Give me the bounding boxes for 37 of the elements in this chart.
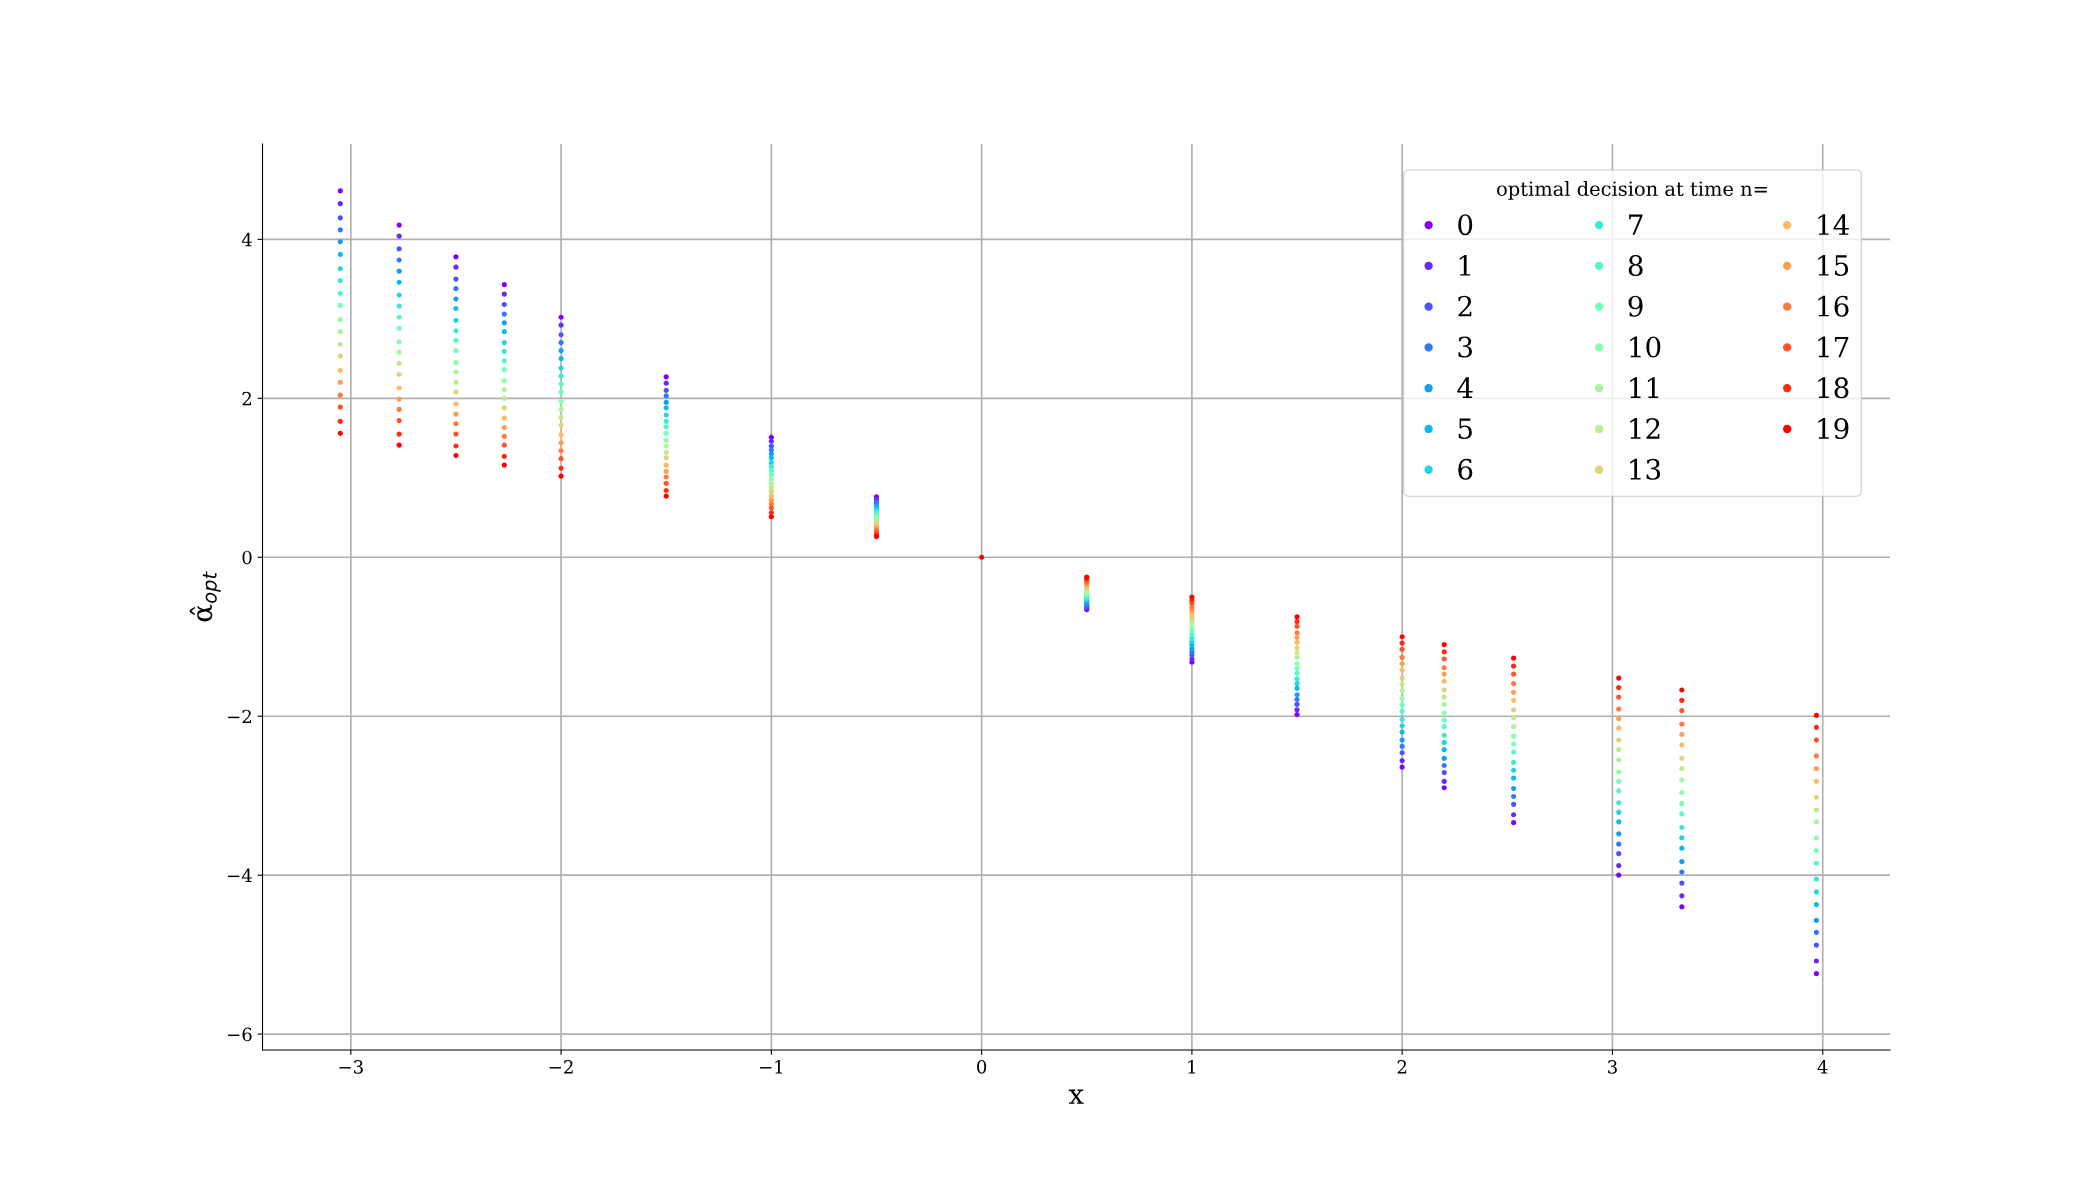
- legend-label: 8: [1628, 254, 1643, 276]
- legend-label: 17: [1818, 336, 1849, 358]
- x-tick-label: 4: [1817, 1060, 1828, 1074]
- y-axis-title: α̂$_{opt}$: [189, 571, 221, 622]
- legend-label: 6: [1458, 458, 1473, 480]
- y-tick-label: −6: [228, 1027, 252, 1042]
- y-tick-label: 4: [241, 232, 252, 247]
- legend-label: 19: [1818, 418, 1849, 440]
- legend-label: 11: [1630, 377, 1659, 398]
- legend-label: 14: [1818, 214, 1849, 235]
- x-tick-label: −3: [339, 1060, 363, 1074]
- x-tick-label: 0: [977, 1060, 987, 1074]
- legend-label: 5: [1458, 418, 1472, 440]
- legend-label: 0: [1458, 214, 1473, 236]
- y-tick-label: 2: [242, 391, 252, 406]
- legend-label: 7: [1629, 214, 1643, 235]
- y-tick-label: 0: [242, 550, 252, 565]
- legend-label: 16: [1818, 295, 1849, 317]
- x-axis-title: x: [1068, 1089, 1084, 1104]
- legend-label: 1: [1459, 254, 1471, 276]
- x-tick-label: 3: [1608, 1060, 1617, 1074]
- legend-label: 15: [1818, 254, 1849, 276]
- y-tick-label: −4: [228, 868, 252, 883]
- legend-title: optimal decision at time n=: [1497, 181, 1767, 200]
- x-tick-label: −2: [549, 1060, 573, 1074]
- legend-label: 9: [1628, 295, 1643, 317]
- x-tick-label: −1: [759, 1060, 783, 1074]
- legend-label: 3: [1458, 336, 1472, 358]
- legend-label: 18: [1818, 377, 1849, 399]
- legend-label: 10: [1630, 336, 1661, 358]
- x-tick-label: 1: [1188, 1060, 1196, 1074]
- legend-label: 2: [1458, 295, 1472, 317]
- legend-label: 4: [1457, 377, 1473, 398]
- y-tick-label: −2: [228, 709, 251, 724]
- legend-label: 12: [1630, 418, 1660, 439]
- x-tick-label: 2: [1397, 1060, 1407, 1074]
- legend-label: 13: [1630, 458, 1661, 480]
